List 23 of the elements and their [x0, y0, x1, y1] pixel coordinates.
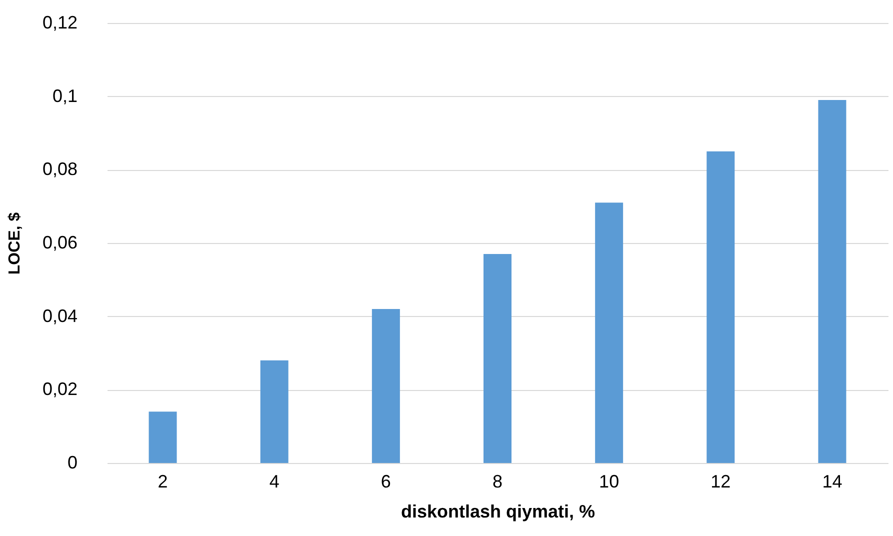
x-tick-label: 12 [710, 472, 731, 492]
bar [706, 151, 735, 463]
y-tick-label: 0,04 [42, 306, 78, 326]
bar [484, 254, 512, 463]
bar [595, 202, 624, 463]
y-tick-label: 0,08 [42, 159, 78, 180]
x-axis-title: diskontlash qiymati, % [400, 502, 596, 522]
x-tick-label: 6 [380, 472, 391, 492]
bar [148, 412, 177, 463]
bar [260, 360, 288, 463]
bar [818, 100, 846, 463]
x-tick-label: 8 [492, 472, 503, 492]
y-tick-label: 0,1 [52, 86, 78, 106]
x-tick-label: 4 [269, 472, 280, 492]
y-tick-label: 0,12 [42, 12, 78, 32]
y-tick-label: 0,06 [42, 232, 78, 252]
y-tick-label: 0 [67, 452, 78, 472]
bar [372, 309, 400, 463]
y-tick-label: 0,02 [42, 379, 78, 400]
x-tick-label: 10 [599, 472, 620, 492]
y-axis-title: LOCE, $ [6, 212, 24, 275]
x-tick-label: 14 [822, 472, 842, 492]
x-tick-label: 2 [158, 472, 168, 492]
